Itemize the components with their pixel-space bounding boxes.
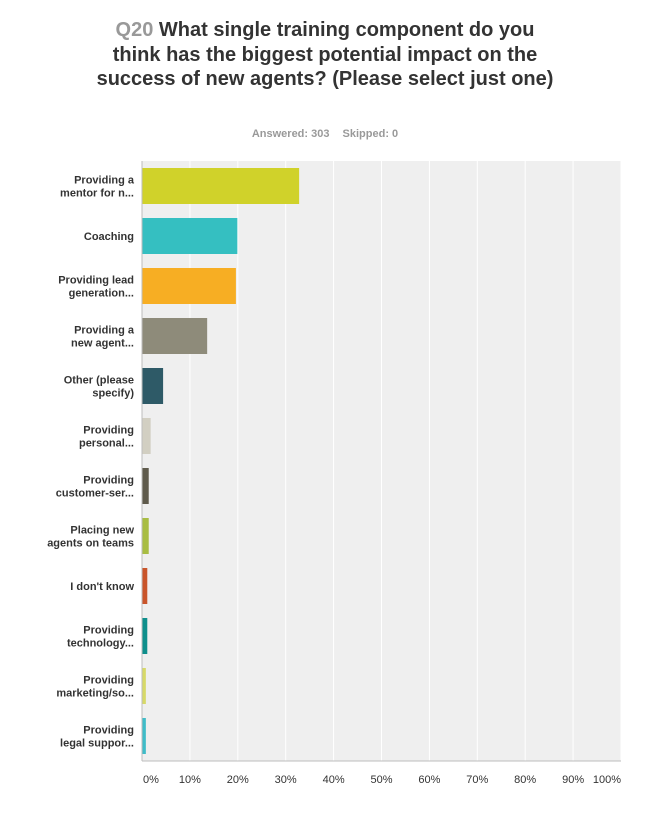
x-tick-label: 30% xyxy=(275,774,297,786)
category-label: Providing a new agent... xyxy=(71,325,135,350)
skipped-count: Skipped: 0 xyxy=(342,128,399,140)
x-tick-label: 100% xyxy=(593,774,621,786)
bar xyxy=(142,468,149,504)
question-text: What single training component do you th… xyxy=(96,19,554,90)
bar xyxy=(142,368,164,404)
bar xyxy=(142,718,146,754)
category-label: Providing customer-ser... xyxy=(56,475,134,500)
bar xyxy=(142,268,236,304)
x-tick-label: 50% xyxy=(370,774,392,786)
x-tick-label: 80% xyxy=(514,774,536,786)
category-label: Providing lead generation... xyxy=(58,275,134,300)
category-label: Providing marketing/so... xyxy=(56,675,134,700)
bar xyxy=(142,318,208,354)
bar xyxy=(142,218,238,254)
category-label: Providing personal... xyxy=(79,425,134,450)
x-tick-label: 10% xyxy=(179,774,201,786)
bar xyxy=(142,518,149,554)
question-number: Q20 xyxy=(115,19,154,41)
x-tick-label: 20% xyxy=(227,774,249,786)
answered-count: Answered: 303 xyxy=(251,128,330,140)
x-tick-label: 0% xyxy=(143,774,159,786)
x-tick-label: 40% xyxy=(323,774,345,786)
category-label: Providing a mentor for n... xyxy=(60,175,135,200)
chart-title: Q20 What single training component do yo… xyxy=(95,18,555,92)
x-tick-label: 60% xyxy=(418,774,440,786)
bar xyxy=(142,568,148,604)
x-tick-label: 70% xyxy=(466,774,488,786)
x-tick-label: 90% xyxy=(562,774,584,786)
bar xyxy=(142,418,151,454)
category-label: I don't know xyxy=(70,581,134,593)
category-label: Providing legal suppor... xyxy=(60,725,134,750)
bar xyxy=(142,668,146,704)
response-stats: Answered: 303 Skipped: 0 xyxy=(0,128,650,140)
category-label: Other (please specify) xyxy=(64,375,135,400)
bar xyxy=(142,168,300,204)
category-label: Placing new agents on teams xyxy=(47,525,134,550)
category-label: Providing technology... xyxy=(67,625,134,650)
bar xyxy=(142,618,148,654)
category-label: Coaching xyxy=(84,231,134,243)
